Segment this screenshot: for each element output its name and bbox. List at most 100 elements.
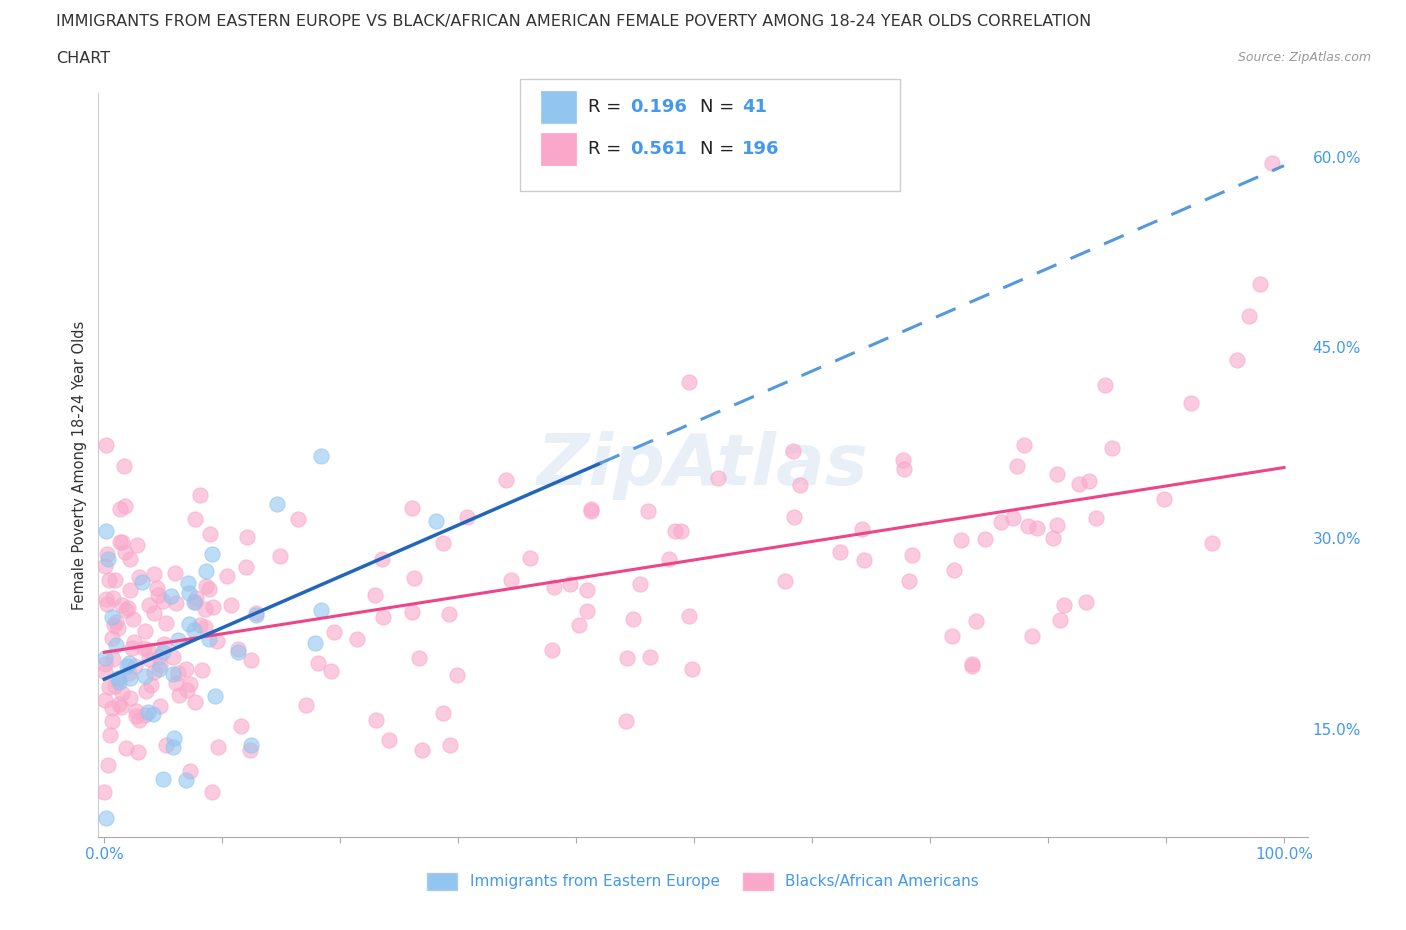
Point [94, 657, 117, 671]
Point [110, 501, 132, 516]
Point [401, 605, 423, 620]
Point [1085, 511, 1108, 525]
Point [176, 683, 198, 698]
Point [162, 739, 184, 754]
Point [851, 522, 873, 537]
Point [239, 737, 262, 752]
Point [184, 591, 207, 605]
Point [142, 707, 165, 722]
Point [432, 706, 454, 721]
Point [127, 745, 149, 760]
Point [346, 632, 368, 647]
Point [402, 570, 425, 585]
Point [111, 597, 134, 612]
Point [378, 733, 401, 748]
Point [166, 633, 188, 648]
Point [118, 656, 141, 671]
Point [370, 551, 392, 566]
Point [671, 525, 693, 539]
Point [152, 772, 174, 787]
Point [287, 512, 309, 526]
Point [773, 574, 796, 589]
Point [319, 663, 342, 678]
Point [115, 603, 138, 618]
Point [107, 671, 129, 685]
Point [162, 730, 184, 745]
Point [101, 700, 124, 715]
Point [678, 609, 700, 624]
Point [1049, 612, 1071, 627]
Point [96, 547, 118, 562]
Point [1249, 276, 1271, 291]
Point [111, 535, 134, 550]
Point [149, 698, 172, 713]
Point [1153, 492, 1175, 507]
Point [155, 616, 177, 631]
Point [98, 727, 121, 742]
Legend: Immigrants from Eastern Europe, Blacks/African Americans: Immigrants from Eastern Europe, Blacks/A… [420, 867, 986, 897]
Point [125, 704, 148, 719]
Point [658, 551, 681, 566]
Point [108, 671, 131, 686]
Point [184, 695, 207, 710]
Point [1076, 595, 1098, 610]
Point [162, 666, 184, 681]
Point [973, 531, 995, 546]
Text: Source: ZipAtlas.com: Source: ZipAtlas.com [1237, 51, 1371, 64]
Point [112, 458, 135, 473]
Point [183, 512, 205, 526]
Point [990, 514, 1012, 529]
Point [128, 713, 150, 728]
Point [942, 563, 965, 578]
Point [309, 603, 332, 618]
Point [202, 600, 225, 615]
Point [960, 658, 983, 673]
Point [94, 810, 117, 825]
Point [105, 638, 128, 653]
Point [235, 559, 257, 574]
Point [891, 452, 914, 467]
Point [135, 684, 157, 698]
Point [309, 448, 332, 463]
Text: R =: R = [588, 140, 627, 158]
Point [235, 529, 257, 544]
Point [201, 546, 224, 561]
Point [132, 641, 155, 656]
Point [179, 586, 201, 601]
Point [783, 510, 806, 525]
Text: 196: 196 [742, 140, 780, 158]
Point [174, 661, 197, 676]
Point [93, 785, 115, 800]
Point [125, 537, 148, 551]
Point [245, 605, 267, 620]
Point [1026, 520, 1049, 535]
Point [364, 712, 387, 727]
Point [121, 640, 143, 655]
Point [560, 576, 582, 591]
Point [576, 604, 599, 618]
Point [94, 591, 117, 606]
Point [118, 665, 141, 680]
Point [541, 642, 564, 657]
Point [307, 656, 329, 671]
Point [101, 652, 124, 667]
Point [194, 578, 217, 593]
Point [177, 617, 200, 631]
Point [107, 697, 129, 711]
Point [1021, 628, 1043, 643]
Point [239, 743, 262, 758]
Point [828, 545, 851, 560]
Point [231, 718, 253, 733]
Point [295, 698, 318, 712]
Point [110, 700, 132, 715]
Point [364, 588, 387, 603]
Point [446, 668, 468, 683]
Point [852, 553, 875, 568]
Text: 0.561: 0.561 [630, 140, 686, 158]
Point [304, 635, 326, 650]
Point [950, 533, 973, 548]
Point [118, 690, 141, 705]
Point [117, 658, 139, 673]
Point [579, 503, 602, 518]
Point [152, 594, 174, 609]
